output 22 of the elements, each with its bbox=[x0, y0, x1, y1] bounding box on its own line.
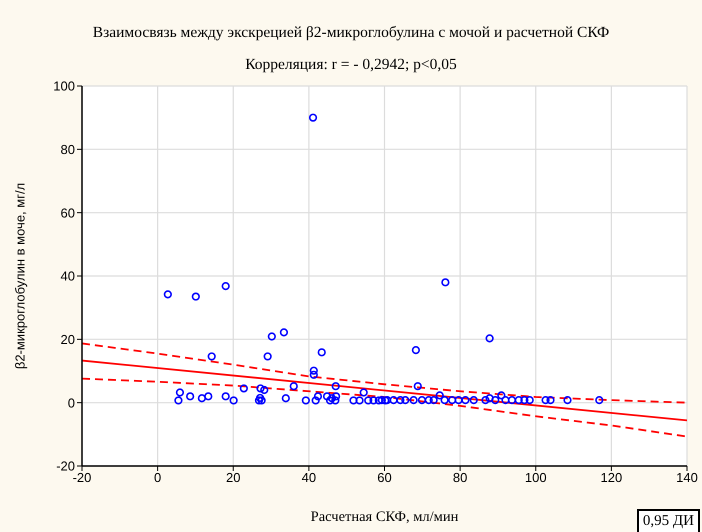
x-tick-label: 0 bbox=[154, 470, 162, 486]
x-axis-title: Расчетная СКФ, мл/мин bbox=[310, 509, 458, 525]
y-tick-label: 20 bbox=[60, 332, 75, 347]
y-tick-label: 80 bbox=[60, 142, 75, 157]
chart-subtitle: Корреляция: r = - 0,2942; p<0,05 bbox=[244, 56, 458, 74]
x-tick-label: -20 bbox=[72, 470, 92, 486]
x-tick-label: 60 bbox=[377, 470, 392, 486]
y-tick-label: 60 bbox=[60, 205, 75, 220]
y-tick-label: 100 bbox=[53, 78, 75, 94]
y-tick-label: -20 bbox=[56, 458, 75, 474]
x-tick-label: 100 bbox=[524, 470, 547, 486]
x-tick-label: 120 bbox=[600, 470, 622, 486]
y-axis-title: β2-микроглобулин в моче, мг/л bbox=[12, 182, 28, 370]
y-tick-label: 0 bbox=[68, 395, 75, 410]
chart-title: Взаимосвязь между экскрецией β2-микроглобулина с мочой и расчетной СКФ bbox=[92, 24, 610, 42]
y-tick-label: 40 bbox=[60, 268, 75, 284]
line-series bbox=[82, 342, 687, 404]
line-series bbox=[82, 378, 687, 438]
x-tick-label: 140 bbox=[676, 470, 698, 486]
x-tick-label: 40 bbox=[302, 470, 316, 486]
x-tick-label: 80 bbox=[452, 470, 468, 486]
x-tick-label: 20 bbox=[226, 470, 240, 486]
